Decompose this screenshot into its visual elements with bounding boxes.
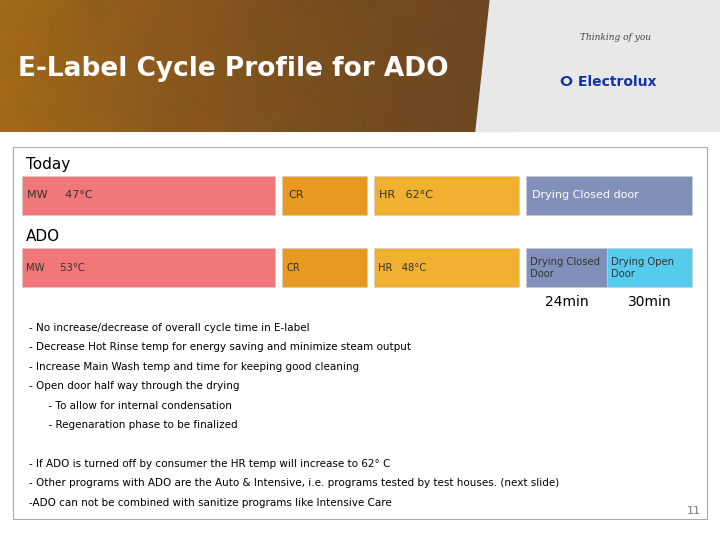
Bar — [607, 248, 692, 287]
Text: - Decrease Hot Rinse temp for energy saving and minimize steam output: - Decrease Hot Rinse temp for energy sav… — [29, 342, 411, 353]
Bar — [13, 147, 707, 519]
Text: ADO: ADO — [26, 229, 60, 244]
Bar — [526, 176, 692, 215]
Bar — [374, 248, 519, 287]
Text: CR: CR — [288, 191, 303, 200]
Bar — [22, 176, 275, 215]
Text: MW     53°C: MW 53°C — [26, 263, 85, 273]
Polygon shape — [475, 0, 540, 132]
Text: - If ADO is turned off by consumer the HR temp will increase to 62° C: - If ADO is turned off by consumer the H… — [29, 459, 390, 469]
Text: E-Label Cycle Profile for ADO: E-Label Cycle Profile for ADO — [18, 56, 449, 82]
Text: - Increase Main Wash temp and time for keeping good cleaning: - Increase Main Wash temp and time for k… — [29, 362, 359, 372]
Bar — [0, 0, 720, 132]
Bar — [282, 248, 366, 287]
Bar — [526, 248, 607, 287]
Text: - Regenaration phase to be finalized: - Regenaration phase to be finalized — [29, 420, 238, 430]
Text: CR: CR — [287, 263, 300, 273]
Text: - No increase/decrease of overall cycle time in E-label: - No increase/decrease of overall cycle … — [29, 323, 310, 333]
Text: 30min: 30min — [628, 295, 672, 309]
Bar — [518, 0, 720, 132]
Text: -ADO can not be combined with sanitize programs like Intensive Care: -ADO can not be combined with sanitize p… — [29, 498, 392, 508]
Text: 24min: 24min — [544, 295, 588, 309]
Text: Drying Open
Door: Drying Open Door — [611, 256, 675, 279]
Text: HR   48°C: HR 48°C — [378, 263, 426, 273]
Text: Drying Closed door: Drying Closed door — [531, 191, 639, 200]
Bar — [282, 176, 366, 215]
Text: Today: Today — [26, 157, 70, 172]
Text: Drying Closed
Door: Drying Closed Door — [530, 256, 600, 279]
Text: - Open door half way through the drying: - Open door half way through the drying — [29, 381, 239, 391]
Bar — [374, 176, 519, 215]
Text: Thinking of you: Thinking of you — [580, 32, 651, 42]
Text: - To allow for internal condensation: - To allow for internal condensation — [29, 401, 232, 411]
Text: HR   62°C: HR 62°C — [379, 191, 433, 200]
Text: ⵔ Electrolux: ⵔ Electrolux — [560, 75, 657, 89]
Bar — [22, 248, 275, 287]
Text: - Other programs with ADO are the Auto & Intensive, i.e. programs tested by test: - Other programs with ADO are the Auto &… — [29, 478, 559, 489]
Text: 11: 11 — [688, 506, 701, 516]
Text: MW     47°C: MW 47°C — [27, 191, 93, 200]
